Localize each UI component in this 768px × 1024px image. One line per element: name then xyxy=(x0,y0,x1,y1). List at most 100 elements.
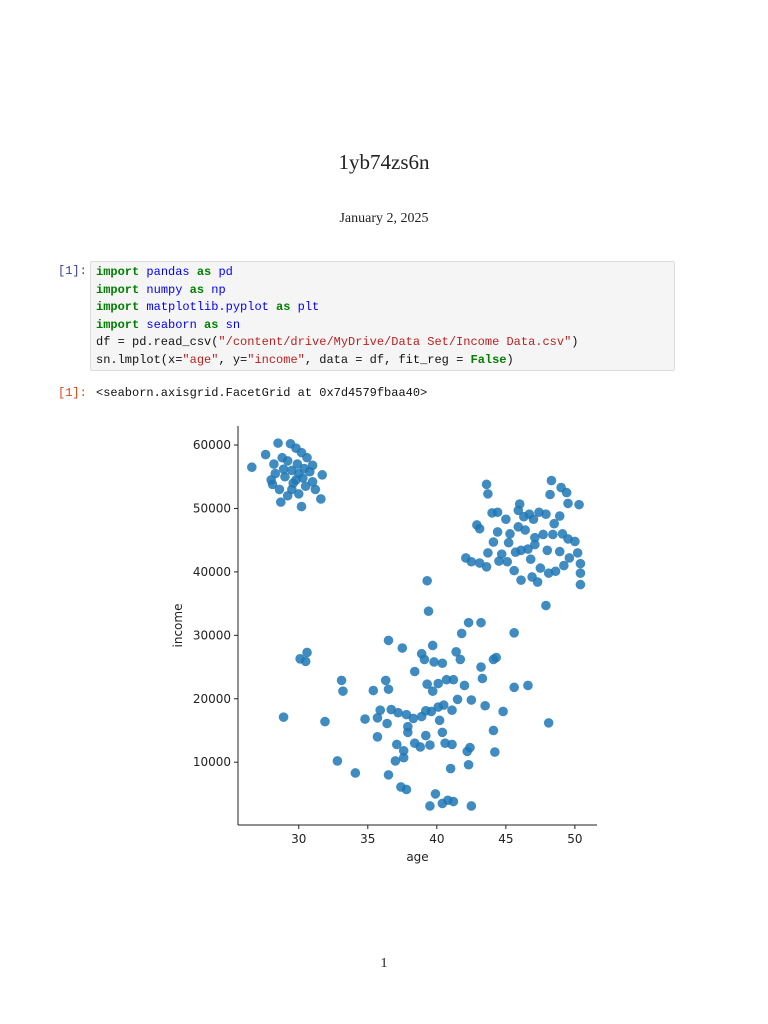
x-tick-label: 45 xyxy=(498,832,513,846)
point xyxy=(350,768,361,778)
output-prompt: [1]: xyxy=(58,386,87,400)
point xyxy=(524,509,535,519)
point xyxy=(422,575,432,586)
point xyxy=(545,489,555,500)
point xyxy=(541,509,551,519)
point xyxy=(298,473,308,483)
point xyxy=(278,464,289,474)
point xyxy=(426,706,437,717)
point xyxy=(420,730,431,741)
x-axis-label: age xyxy=(406,850,428,864)
point xyxy=(270,468,281,479)
point xyxy=(438,700,449,710)
point xyxy=(476,662,486,672)
point xyxy=(398,745,409,756)
point xyxy=(538,529,548,540)
code-token xyxy=(269,300,276,314)
point xyxy=(509,565,519,576)
point xyxy=(466,556,477,567)
point xyxy=(516,575,526,585)
point xyxy=(501,514,511,525)
point xyxy=(448,674,459,685)
point xyxy=(338,686,348,696)
point xyxy=(447,739,457,750)
point xyxy=(423,606,434,617)
point xyxy=(280,471,290,482)
code-token: import xyxy=(96,282,140,297)
point xyxy=(427,640,438,651)
point xyxy=(278,712,289,722)
point xyxy=(523,544,533,554)
point xyxy=(543,718,554,728)
point xyxy=(481,562,492,572)
point xyxy=(480,700,490,711)
point xyxy=(288,478,299,488)
point xyxy=(425,801,435,811)
point xyxy=(554,511,565,521)
point xyxy=(437,658,448,669)
point xyxy=(427,686,438,696)
code-token: seaborn xyxy=(146,317,197,332)
point xyxy=(463,617,474,628)
code-token xyxy=(197,318,204,332)
point xyxy=(375,705,386,715)
point xyxy=(274,484,285,495)
code-token: as xyxy=(196,265,212,279)
point xyxy=(535,563,546,573)
point xyxy=(564,553,575,563)
code-token: import xyxy=(96,265,140,279)
point xyxy=(437,727,448,738)
code-token: False xyxy=(470,352,507,367)
point xyxy=(477,673,488,684)
point xyxy=(360,714,370,724)
code-token xyxy=(190,265,197,279)
point xyxy=(316,494,326,504)
point xyxy=(530,539,540,550)
point xyxy=(307,477,318,487)
y-tick-label: 20000 xyxy=(193,692,231,706)
code-token: as xyxy=(276,300,291,314)
code-line: sn.lmplot(x="age", y="income", data = df… xyxy=(96,353,514,370)
point xyxy=(466,695,477,705)
point xyxy=(491,652,502,663)
code-token: sn.lmplot(x= xyxy=(96,352,183,367)
point xyxy=(559,560,569,571)
point xyxy=(509,627,519,638)
code-token: "age" xyxy=(182,352,219,367)
point xyxy=(292,459,303,469)
code-token: "/content/drive/MyDrive/Data Set/Income … xyxy=(218,335,572,349)
point xyxy=(532,577,543,587)
code-line: import pandas as pd xyxy=(96,265,233,282)
point xyxy=(397,643,408,653)
point xyxy=(561,487,572,498)
point xyxy=(570,536,580,547)
code-token: ) xyxy=(506,352,514,367)
page-number: 1 xyxy=(380,956,388,971)
point xyxy=(433,678,444,689)
code-token: ) xyxy=(571,335,579,349)
code-token: np xyxy=(211,282,226,297)
point xyxy=(505,529,515,539)
code-token xyxy=(218,318,225,332)
point xyxy=(554,546,565,557)
point xyxy=(476,617,486,628)
point xyxy=(282,490,293,501)
point xyxy=(488,537,499,547)
x-tick-label: 35 xyxy=(360,832,375,846)
y-axis-label: income xyxy=(171,604,185,648)
code-line: import seaborn as sn xyxy=(96,318,240,335)
point xyxy=(282,456,293,466)
point xyxy=(267,479,278,490)
point xyxy=(317,470,328,480)
code-token: import xyxy=(96,300,140,314)
point xyxy=(408,713,419,724)
y-tick-label: 40000 xyxy=(193,565,231,579)
point xyxy=(247,462,257,473)
code-token: , data = df, fit_reg = xyxy=(304,352,471,367)
point xyxy=(383,635,394,646)
point xyxy=(483,548,493,558)
point xyxy=(422,679,432,689)
point xyxy=(391,739,402,750)
point xyxy=(575,558,586,569)
